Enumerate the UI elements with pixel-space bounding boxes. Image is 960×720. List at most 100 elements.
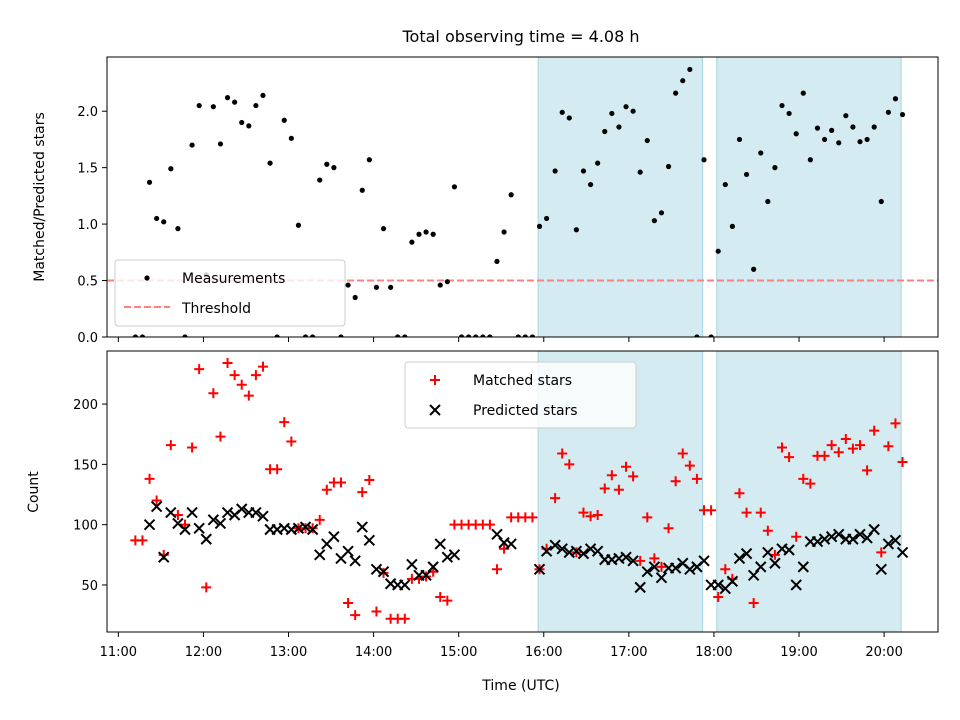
matched-stars-point-104: [862, 465, 873, 476]
predicted-stars-point-4: [165, 506, 177, 519]
measurements-point-6: [168, 166, 174, 172]
x-tick-label-8: 18:00: [695, 645, 732, 660]
measurements-point-68: [609, 110, 615, 117]
predicted-stars-point-49: [540, 545, 553, 557]
matched-stars-point-94: [791, 531, 802, 542]
measurements-point-7: [175, 226, 181, 232]
matched-stars-point-15: [229, 370, 240, 381]
predicted-stars-point-85: [797, 561, 809, 573]
matched-stars-point-95: [798, 473, 809, 484]
measurements-point-19: [260, 92, 266, 98]
predicted-stars-point-34: [377, 565, 390, 578]
predicted-stars-point-41: [427, 561, 439, 573]
matched-stars-point-109: [897, 456, 908, 467]
legend-threshold-label: Threshold: [181, 301, 251, 317]
matched-stars-point-102: [847, 443, 858, 454]
measurements-point-4: [154, 215, 160, 222]
measurements-point-76: [665, 163, 672, 170]
measurements-point-81: [701, 157, 707, 163]
predicted-stars-point-77: [740, 547, 753, 560]
legend-predicted-label: Predicted stars: [473, 403, 578, 419]
matched-stars-point-61: [557, 448, 568, 459]
matched-stars-point-12: [208, 388, 219, 399]
matched-stars-point-71: [628, 471, 639, 482]
matched-stars-point-92: [777, 442, 788, 453]
measurements-point-55: [515, 334, 521, 337]
predicted-stars-point-87: [811, 535, 824, 548]
top-y-axis-label: Matched/Predicted stars: [32, 112, 48, 282]
matched-stars-point-103: [855, 440, 866, 451]
matched-stars-point-93: [784, 452, 795, 463]
measurements-point-65: [587, 181, 594, 188]
predicted-stars-point-83: [783, 544, 795, 556]
matched-stars-point-3: [144, 473, 155, 484]
measurements-point-58: [536, 223, 543, 229]
matched-stars-point-31: [343, 598, 354, 609]
matched-stars-point-6: [165, 440, 176, 451]
measurements-point-40: [409, 239, 415, 245]
measurements-point-101: [843, 113, 849, 119]
matched-stars-point-78: [677, 448, 688, 459]
top-marks: [132, 66, 906, 337]
measurements-point-9: [189, 142, 195, 148]
predicted-stars-point-42: [434, 538, 446, 550]
measurements-point-52: [494, 258, 500, 264]
measurements-point-69: [616, 124, 622, 130]
matched-stars-point-17: [243, 390, 254, 401]
measurements-point-72: [637, 169, 643, 175]
predicted-stars-point-29: [342, 545, 354, 557]
predicted-stars-point-16: [250, 506, 262, 519]
measurements-point-100: [836, 140, 842, 146]
bottom-marks: [130, 358, 909, 624]
measurements-point-92: [779, 102, 785, 109]
predicted-stars-point-81: [769, 557, 781, 569]
measurements-point-80: [694, 334, 700, 337]
matched-stars-point-64: [578, 507, 589, 518]
measurements-point-90: [765, 198, 771, 205]
predicted-stars-point-61: [627, 555, 639, 567]
legend-predicted-marker: [429, 404, 441, 416]
measurements-point-13: [217, 141, 224, 147]
matched-stars-point-57: [527, 512, 538, 523]
matched-stars-point-73: [642, 512, 653, 523]
legend-measurements-marker: [144, 275, 150, 281]
matched-stars-point-27: [314, 514, 325, 525]
predicted-stars-point-11: [214, 517, 227, 530]
matched-stars-point-33: [357, 487, 368, 498]
predicted-stars-point-48: [533, 563, 546, 575]
measurements-point-41: [416, 231, 422, 237]
measurements-point-25: [302, 334, 309, 337]
bottom-axes-frame: [106, 350, 939, 633]
matched-stars-point-9: [187, 442, 198, 453]
bottom-legend-box: [404, 361, 637, 429]
matched-stars-point-60: [550, 493, 561, 504]
x-tick-label-7: 17:00: [610, 645, 647, 660]
measurements-point-36: [380, 226, 387, 232]
measurements-point-77: [673, 90, 679, 96]
matched-stars-point-23: [286, 436, 297, 447]
measurements-point-78: [680, 78, 686, 84]
predicted-stars-point-31: [356, 521, 368, 533]
predicted-stars-point-24: [306, 523, 319, 536]
predicted-stars-point-88: [818, 533, 831, 545]
matched-stars-point-75: [656, 561, 667, 572]
matched-stars-point-66: [592, 510, 603, 521]
measurements-point-96: [807, 157, 813, 163]
top-y-tick-label-2: 0.5: [77, 275, 98, 290]
x-tick-label-4: 14:00: [355, 645, 392, 660]
x-tick-label-1: 11:00: [100, 645, 137, 660]
predicted-stars-point-76: [733, 552, 746, 565]
measurements-point-29: [331, 165, 337, 171]
matched-stars-point-106: [876, 547, 887, 558]
matched-stars-point-89: [755, 507, 766, 518]
measurements-point-22: [281, 117, 287, 123]
measurements-point-99: [829, 127, 835, 133]
predicted-stars-point-43: [441, 551, 454, 563]
measurements-point-94: [793, 131, 799, 137]
measurements-point-18: [253, 102, 259, 109]
bottom-y-tick-label-4: 200: [73, 398, 98, 413]
matched-stars-point-70: [621, 461, 632, 472]
measurements-point-82: [708, 334, 714, 337]
matched-stars-point-30: [335, 477, 346, 488]
top-y-tick-label-3: 1.0: [77, 218, 98, 233]
